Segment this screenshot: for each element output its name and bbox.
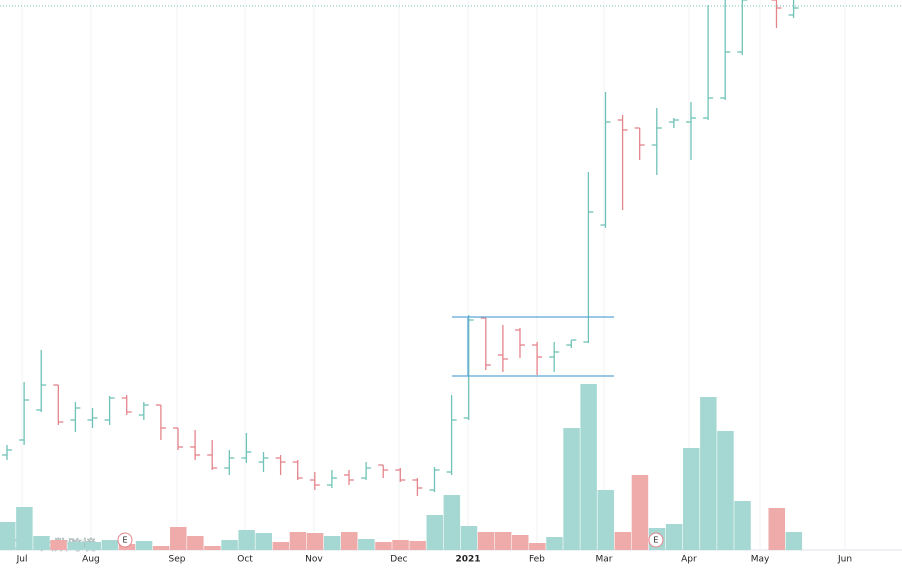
volume-bar [700, 397, 717, 550]
volume-bar [221, 540, 238, 550]
x-tick-label: Oct [237, 555, 253, 565]
x-tick-label: Sep [168, 555, 185, 565]
volume-bar [614, 532, 632, 550]
volume-bar [187, 536, 204, 550]
volume-bar [546, 537, 563, 550]
volume-bar [341, 532, 358, 550]
volume-bar [768, 508, 785, 550]
volume-bar [306, 533, 324, 550]
x-tick-label: Jun [837, 555, 852, 565]
x-tick-label: Nov [305, 555, 323, 565]
volume-bar [511, 535, 529, 550]
volume-bar [67, 542, 84, 550]
volume-bar [477, 532, 495, 550]
volume-bar [494, 532, 512, 550]
x-tick-label: Dec [390, 555, 407, 565]
x-tick-label: Aug [82, 555, 100, 565]
volume-bar [33, 536, 50, 550]
volume-bar [682, 448, 700, 550]
volume-bar [101, 540, 119, 550]
volume-bar [563, 428, 580, 550]
event-label: E [122, 536, 127, 545]
volume-bar [16, 507, 33, 550]
volume-bar [734, 501, 751, 550]
volume-bar [785, 532, 803, 550]
x-tick-label: Apr [681, 555, 697, 565]
volume-bar [272, 542, 290, 550]
volume-bar [409, 541, 426, 550]
volume-bar [529, 543, 546, 550]
volume-bar [289, 532, 307, 550]
event-label: E [653, 536, 658, 545]
event-marker [648, 532, 664, 548]
volume-bar [152, 546, 170, 550]
event-marker [117, 532, 133, 548]
volume-bar [135, 541, 153, 550]
volume-bar [460, 526, 478, 550]
volume-bar [375, 542, 392, 550]
volume-bar [84, 542, 102, 550]
x-tick-label: May [751, 555, 770, 565]
volume-bar [204, 546, 221, 550]
volume-bar [170, 527, 187, 550]
x-tick-label: Jul [16, 555, 28, 565]
volume-bar [392, 540, 409, 550]
volume-bar [50, 540, 67, 550]
x-tick-label: Feb [529, 555, 545, 565]
volume-bar [255, 533, 273, 550]
x-tick-label: 2021 [455, 555, 480, 565]
volume-bar [358, 539, 375, 550]
volume-bar [597, 490, 614, 550]
volume-bar [717, 431, 734, 550]
volume-bar [665, 524, 683, 550]
volume-bar [0, 522, 16, 550]
volume-bar [631, 475, 649, 550]
volume-bar [238, 530, 255, 550]
volume-bar [323, 536, 341, 550]
volume-bar [443, 495, 461, 550]
volume-bar [426, 515, 443, 550]
volume-bar [580, 384, 597, 550]
x-tick-label: Mar [595, 555, 612, 565]
